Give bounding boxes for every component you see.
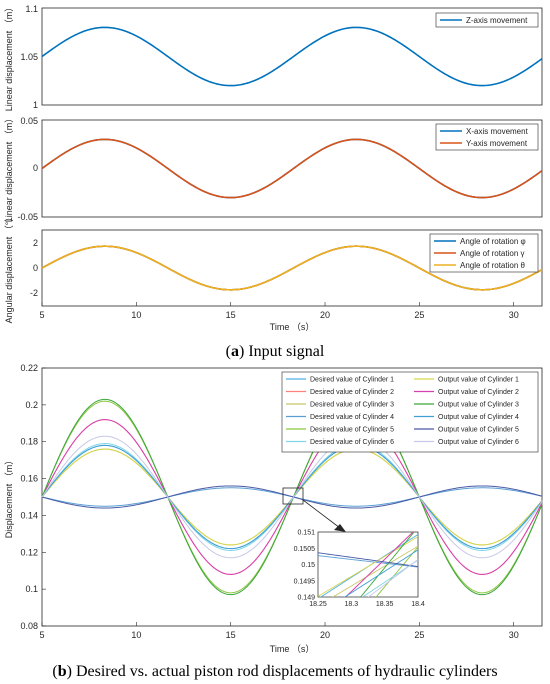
x-tick-label: 15 [226,630,236,640]
y-tick-label: 0.14 [20,510,38,520]
plot2-ytick: 0.05 [20,116,38,126]
inset-y-tick-label: 0.15 [301,562,315,569]
x-tick-label: 25 [414,310,424,320]
legend-label: Desired value of Cylinder 6 [310,439,394,446]
series-line-1 [41,26,543,87]
legend-label: Desired value of Cylinder 1 [310,377,394,384]
x-tick-label: 25 [414,630,424,640]
inset-y-tick-label: 0.1505 [294,546,316,553]
plot2-legend: X-axis movement Y-axis movement [435,123,539,151]
caption-b-letter: b [58,663,67,680]
x-tick-label: 20 [320,630,330,640]
legend-label: Angle of rotation φ [460,237,526,246]
plot1-legend: Z-axis movement [435,12,539,28]
inset-series-line-11 [318,552,418,567]
legend-label: Output value of Cylinder 1 [438,377,519,384]
plot-angles: Angular displacement （°） 2 0 -2 5 10 15 20 2… [4,213,543,332]
plot-xy-axis: Linear displacement （m） 0.05 0 -0.05 X-a… [4,114,543,223]
inset-y-tick-label: 0.151 [297,530,315,537]
series-line-11 [41,485,543,509]
plot2-ytick: -0.05 [17,212,38,222]
legend-label: Output value of Cylinder 2 [438,389,519,396]
inset-series-line-7 [318,536,418,597]
caption-a-text: Input signal [244,343,325,360]
legend-label: Output value of Cylinder 6 [438,439,519,446]
inset-series-line-6 [361,559,418,597]
y-tick-label: 0.1 [25,584,38,594]
caption-a-letter: a [231,343,239,360]
plot1-ytick: 1.1 [25,4,38,14]
legend-label: Desired value of Cylinder 4 [310,414,394,421]
y-tick-label: 0.22 [20,363,38,373]
inset-x-tick-label: 18.4 [411,601,425,608]
inset-x-tick-label: 18.25 [309,601,327,608]
y-tick-label: 0.2 [25,400,38,410]
plot1-ytick: 1.05 [20,52,38,62]
zoom-arrow [302,499,341,529]
x-tick-label: 10 [131,630,141,640]
legend-label: X-axis movement [466,127,529,136]
plot4-xlabel: Time （s） [270,644,315,654]
series-line-3 [41,245,543,291]
y-tick-label: 0.12 [20,547,38,557]
inset-series-line-5 [375,546,418,597]
legend-label: Y-axis movement [466,139,528,148]
plot3-xlabel: Time （s） [270,322,315,332]
x-tick-label: 20 [320,310,330,320]
x-tick-label: 30 [509,310,519,320]
plot3-ylabel: Angular displacement （°） [4,213,14,324]
x-tick-label: 30 [509,630,519,640]
x-tick-label: 10 [131,310,141,320]
x-tick-label: 5 [39,310,44,320]
legend-label: Output value of Cylinder 5 [438,427,519,434]
plot1-ytick: 1 [33,100,38,110]
inset-x-tick-label: 18.35 [376,601,394,608]
plot4-ylabel: Displacement （m） [4,456,14,539]
legend-label: Output value of Cylinder 4 [438,414,519,421]
plot3-ytick: 2 [33,238,38,248]
series-line-2 [41,138,543,199]
inset-y-tick-label: 0.1495 [294,578,316,585]
series-line-9 [41,398,543,596]
legend-label: Desired value of Cylinder 5 [310,427,394,434]
inset-x-tick-label: 18.3 [345,601,359,608]
caption-b-text: Desired vs. actual piston rod displaceme… [72,663,498,680]
y-tick-label: 0.08 [20,621,38,631]
inset-series-line-12 [367,559,418,597]
inset-series-line-9 [360,532,415,597]
inset-series-line-8 [345,532,414,597]
plot3-ytick: -2 [30,288,38,298]
y-tick-label: 0.18 [20,437,38,447]
legend-label: Desired value of Cylinder 3 [310,402,394,409]
x-tick-label: 5 [39,630,44,640]
inset-series-line-10 [343,549,418,597]
series-line-12 [41,435,543,559]
plot2-ylabel: Linear displacement （m） [4,114,14,223]
caption-b: (b) Desired vs. actual piston rod displa… [52,663,497,680]
plot4-legend: Desired value of Cylinder 1 Desired value… [281,371,539,453]
plot-cylinders: Displacement （m） 0.08 0.1 0.12 0.14 0.16 0.18… [4,363,543,654]
legend-label: Output value of Cylinder 3 [438,402,519,409]
caption-a: (a) Input signal [226,343,325,360]
legend-label: Z-axis movement [466,16,528,25]
x-tick-label: 15 [226,310,236,320]
legend-label: Angle of rotation γ [460,249,524,258]
plot-z-axis: Linear displacement （m） 1.1 1.05 1 Z-axi… [4,3,543,112]
inset-zoom: 18.25 18.3 18.35 18.4 0.149 0.1495 0.15 0.1505 0… [294,530,425,609]
plot2-ytick: 0 [33,163,38,173]
legend-label: Desired value of Cylinder 2 [310,389,394,396]
inset-y-tick-label: 0.149 [297,595,315,602]
plot1-ylabel: Linear displacement （m） [4,3,14,112]
legend-label: Angle of rotation θ [460,261,525,270]
plot3-ytick: 0 [33,263,38,273]
y-tick-label: 0.16 [20,474,38,484]
plot3-legend: Angle of rotation φ Angle of rotation γ … [429,233,539,273]
zoom-arrow-head [334,524,346,532]
zoom-box [282,487,304,505]
inset-series-line-4 [318,555,418,568]
